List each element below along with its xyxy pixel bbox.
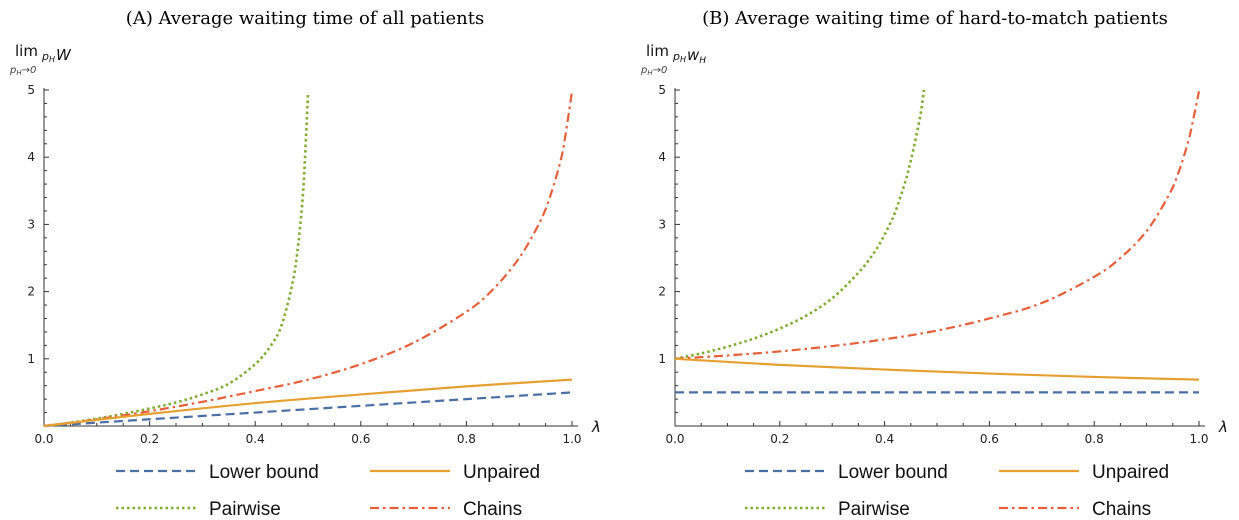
y-tick-label: 1 bbox=[658, 352, 666, 366]
y-tick-label: 2 bbox=[658, 285, 666, 299]
y-label-lim: lim bbox=[646, 42, 669, 60]
panel-a: (A) Average waiting time of all patients… bbox=[9, 8, 601, 520]
x-tick-label: 0.6 bbox=[980, 432, 999, 446]
x-tick-label: 0.4 bbox=[246, 432, 265, 446]
legend: Lower bound Unpaired Pairwise Chains bbox=[116, 462, 540, 520]
x-axis-label: λ bbox=[1218, 418, 1228, 436]
series-line-pairwise bbox=[674, 89, 926, 361]
chart-title: (B) Average waiting time of hard-to-matc… bbox=[702, 8, 1168, 29]
y-axis-label: lim pHwH pH→0 bbox=[640, 42, 706, 77]
series-line-pairwise bbox=[43, 93, 310, 428]
x-tick-label: 0.8 bbox=[457, 432, 476, 446]
y-label-limit-subscript: pH→0 bbox=[9, 65, 36, 77]
y-tick-label: 2 bbox=[27, 285, 35, 299]
x-tick-label: 0.0 bbox=[665, 432, 684, 446]
x-tick-label: 0.6 bbox=[351, 432, 370, 446]
series-line-chains bbox=[43, 91, 574, 428]
y-axis-label: lim pHW pH→0 bbox=[9, 42, 72, 77]
legend-label: Lower bound bbox=[838, 462, 948, 483]
series-line-chains bbox=[674, 91, 1201, 360]
x-tick-label: 0.4 bbox=[875, 432, 894, 446]
x-tick-label: 0.2 bbox=[770, 432, 789, 446]
y-tick-label: 3 bbox=[658, 217, 666, 231]
legend-label: Chains bbox=[463, 499, 522, 520]
x-tick-label: 0.8 bbox=[1085, 432, 1104, 446]
x-tick-label: 0.2 bbox=[140, 432, 159, 446]
legend-label: Unpaired bbox=[1092, 462, 1169, 483]
x-axis-label: λ bbox=[591, 418, 601, 436]
y-label-lim: lim bbox=[15, 42, 38, 60]
y-tick-label: 5 bbox=[658, 83, 666, 97]
series-line-unpaired bbox=[43, 378, 573, 428]
y-tick-label: 1 bbox=[27, 352, 35, 366]
panel-b: (B) Average waiting time of hard-to-matc… bbox=[640, 8, 1228, 520]
x-tick-label: 1.0 bbox=[1189, 432, 1208, 446]
series-line-lower-bound bbox=[43, 391, 573, 428]
legend: Lower bound Unpaired Pairwise Chains bbox=[745, 462, 1169, 520]
legend-label: Lower bound bbox=[209, 462, 319, 483]
legend-label: Unpaired bbox=[463, 462, 540, 483]
series-line-unpaired bbox=[674, 357, 1200, 381]
y-label-expression: pHwH bbox=[672, 46, 706, 66]
y-tick-label: 4 bbox=[27, 150, 35, 164]
y-tick-label: 5 bbox=[27, 83, 35, 97]
y-tick-label: 3 bbox=[27, 217, 35, 231]
y-label-limit-subscript: pH→0 bbox=[640, 65, 667, 77]
chart-title: (A) Average waiting time of all patients bbox=[126, 8, 484, 29]
legend-label: Pairwise bbox=[838, 499, 910, 520]
x-tick-label: 0.0 bbox=[34, 432, 53, 446]
y-label-expression: pHW bbox=[41, 46, 72, 64]
x-tick-label: 1.0 bbox=[562, 432, 581, 446]
y-tick-label: 4 bbox=[658, 150, 666, 164]
legend-label: Pairwise bbox=[209, 499, 281, 520]
legend-label: Chains bbox=[1092, 499, 1151, 520]
